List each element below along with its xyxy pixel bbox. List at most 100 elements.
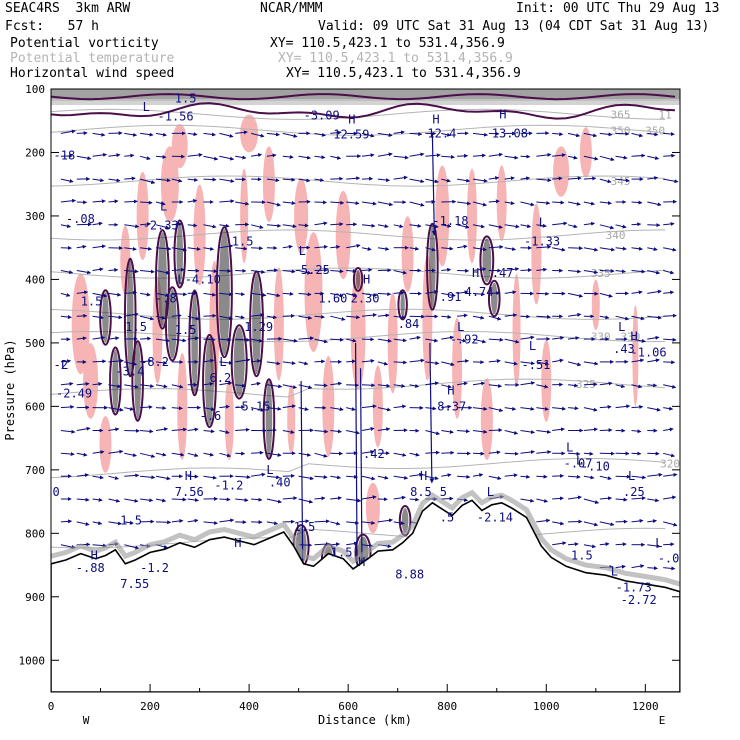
wind-vector-492 bbox=[441, 404, 452, 409]
wind-vector-290 bbox=[330, 292, 344, 298]
wind-vector-286 bbox=[266, 292, 281, 298]
wind-vector-135 bbox=[346, 201, 360, 206]
pv-pink-blob-17 bbox=[322, 355, 335, 457]
wind-vector-383 bbox=[568, 336, 580, 341]
wind-vector-486 bbox=[346, 407, 356, 411]
wind-vector-139 bbox=[409, 201, 425, 207]
extremum-label-17: 1.5 bbox=[232, 234, 254, 248]
wind-vector-73 bbox=[599, 155, 615, 162]
wind-vector-436 bbox=[171, 384, 184, 389]
wind-vector-688 bbox=[599, 521, 615, 527]
wind-vector-328 bbox=[314, 314, 326, 319]
wind-vector-373 bbox=[409, 335, 421, 340]
wind-vector-717 bbox=[647, 566, 658, 571]
wind-vector-617 bbox=[568, 474, 581, 479]
wind-vector-291 bbox=[346, 292, 358, 298]
wind-vector-462 bbox=[583, 382, 598, 387]
wind-vector-282 bbox=[203, 292, 217, 297]
wind-vector-228 bbox=[583, 247, 599, 252]
pv-dark-contour-7 bbox=[215, 226, 233, 359]
pv-pink-blob-27 bbox=[480, 378, 493, 461]
extremum-label-5: 12.4 bbox=[427, 126, 456, 140]
wind-vector-524 bbox=[330, 429, 342, 434]
wind-vector-412 bbox=[409, 358, 425, 363]
wind-vector-655 bbox=[583, 498, 600, 504]
wind-vector-452 bbox=[425, 381, 439, 386]
wind-vector-283 bbox=[219, 292, 234, 297]
wind-vector-567 bbox=[393, 452, 407, 457]
wind-vector-530 bbox=[425, 430, 441, 436]
wind-vector-360 bbox=[203, 337, 216, 342]
extremum-label-58: .42 bbox=[363, 447, 385, 461]
wind-vector-454 bbox=[457, 381, 468, 386]
wind-vector-392 bbox=[92, 359, 107, 364]
wind-vector-555 bbox=[203, 452, 214, 457]
wind-vector-137 bbox=[377, 201, 394, 207]
terrain-boundary-shading bbox=[51, 489, 680, 587]
extremum-label-1: -3.09 bbox=[304, 109, 340, 123]
wind-vector-363 bbox=[251, 338, 263, 343]
wind-vector-387 bbox=[631, 338, 646, 343]
extremum-label-4: H bbox=[432, 113, 439, 127]
wind-vector-274 bbox=[76, 290, 89, 295]
pv-pink-blob-30 bbox=[531, 203, 542, 305]
wind-vector-421 bbox=[552, 358, 564, 363]
wind-vector-26 bbox=[472, 132, 489, 137]
wind-vector-489 bbox=[393, 404, 407, 409]
wind-vector-358 bbox=[171, 338, 187, 343]
wind-vector-497 bbox=[520, 406, 535, 411]
extremum-label-35: L bbox=[457, 320, 464, 334]
wind-vector-191 bbox=[615, 224, 627, 229]
wind-vector-9 bbox=[203, 132, 216, 137]
wind-vector-600 bbox=[298, 475, 314, 481]
extremum-label-27: L bbox=[177, 272, 184, 286]
wind-vector-532 bbox=[457, 429, 470, 434]
wind-vector-35 bbox=[615, 131, 630, 136]
wind-vector-382 bbox=[552, 335, 565, 340]
wind-vector-294 bbox=[393, 290, 405, 295]
wind-vector-692 bbox=[663, 521, 678, 527]
pv-pink-blob-38 bbox=[240, 114, 259, 153]
theta-contour-2 bbox=[51, 457, 666, 479]
wind-vector-154 bbox=[647, 201, 662, 207]
wind-vector-574 bbox=[504, 451, 519, 456]
theta-contour-8 bbox=[51, 175, 666, 187]
wind-vector-665 bbox=[124, 520, 134, 525]
wind-vector-378 bbox=[488, 337, 504, 342]
wind-vector-632 bbox=[187, 498, 199, 503]
wind-vector-518 bbox=[235, 427, 250, 432]
extremum-label-3: 12.59 bbox=[333, 128, 369, 142]
wind-vector-158 bbox=[92, 221, 103, 226]
wind-vector-357 bbox=[155, 338, 171, 343]
field-xy-wind: XY= 110.5,423.1 to 531.4,356.9 bbox=[286, 66, 521, 81]
wind-vector-243 bbox=[203, 269, 218, 274]
pv-pink-blob-21 bbox=[387, 292, 398, 394]
wind-vector-36 bbox=[631, 132, 644, 138]
extremum-label-37: L bbox=[529, 339, 536, 353]
wind-vector-213 bbox=[346, 243, 361, 249]
wind-vector-144 bbox=[488, 199, 500, 204]
wind-vector-379 bbox=[504, 338, 520, 344]
wind-vector-465 bbox=[631, 384, 643, 389]
wind-vector-621 bbox=[631, 475, 647, 480]
wind-vector-330 bbox=[346, 315, 361, 320]
pv-dark-contour-4 bbox=[173, 219, 187, 289]
wind-vector-311 bbox=[663, 290, 675, 295]
wind-vector-547 bbox=[76, 452, 88, 457]
wind-vector-49 bbox=[219, 155, 235, 161]
wind-vector-667 bbox=[155, 520, 172, 525]
downdraft-arrow-3 bbox=[429, 342, 435, 484]
wind-vector-299 bbox=[472, 292, 486, 297]
wind-vector-175 bbox=[361, 223, 376, 228]
extremum-label-56: L bbox=[576, 453, 583, 467]
wind-vector-205 bbox=[219, 244, 234, 249]
wind-vector-402 bbox=[251, 359, 262, 364]
wind-vector-427 bbox=[647, 358, 660, 363]
wind-vector-324 bbox=[251, 313, 265, 318]
wind-vector-681 bbox=[377, 518, 393, 523]
wind-vector-537 bbox=[536, 429, 552, 434]
pv-dark-contour-21 bbox=[109, 346, 122, 416]
pv-pink-blob-33 bbox=[579, 127, 592, 178]
upper-pv-contour bbox=[51, 93, 676, 101]
wind-vector-697 bbox=[124, 544, 140, 550]
